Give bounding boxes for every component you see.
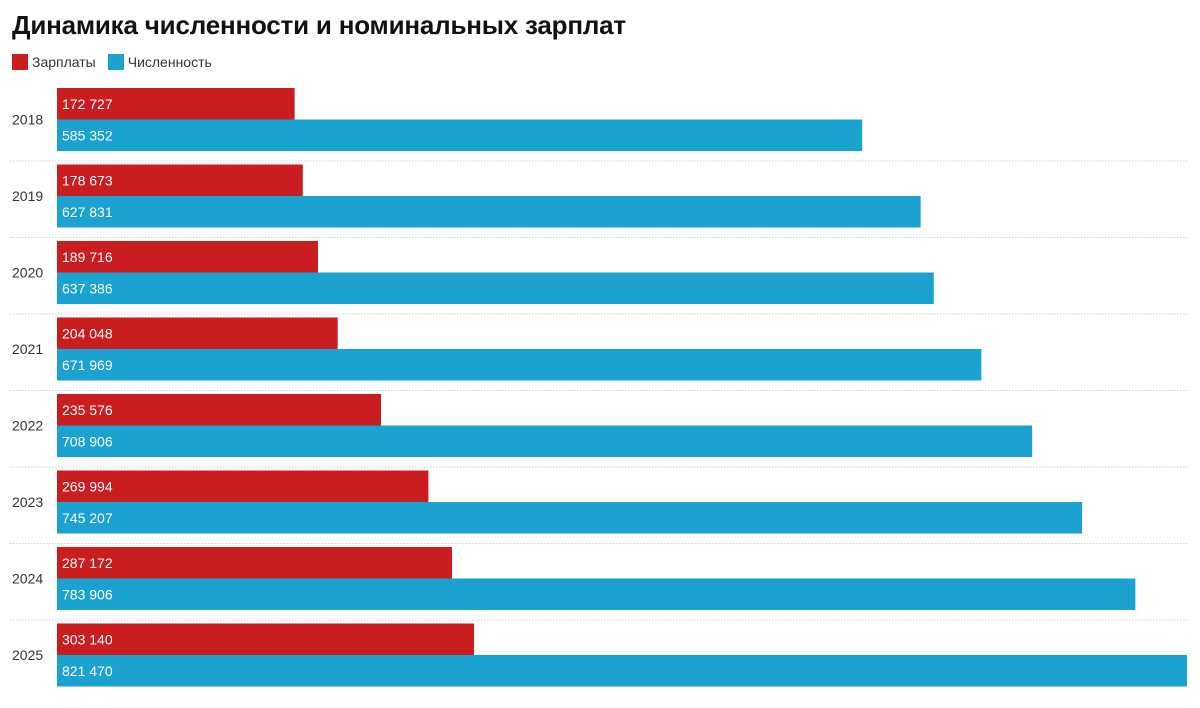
data-label: 821 470 [62,663,113,679]
data-label: 708 906 [62,433,113,449]
bar-salaries [57,164,303,196]
data-label: 235 576 [62,402,113,418]
data-label: 178 673 [62,172,113,188]
bar-salaries [57,241,318,273]
data-label: 172 727 [62,96,113,112]
legend-item-headcount: Численность [107,54,212,70]
bar-salaries [57,623,474,655]
category-label: 2021 [12,341,43,357]
category-label: 2024 [12,571,43,587]
category-label: 2022 [12,418,43,434]
data-label: 204 048 [62,325,113,341]
bar-salaries [57,88,295,120]
legend-swatch-headcount [107,54,124,70]
data-label: 627 831 [62,204,113,220]
bar-headcount [57,349,982,381]
category-label: 2025 [12,647,43,663]
bar-headcount [57,655,1187,687]
data-label: 671 969 [62,357,113,373]
bar-salaries [57,470,429,502]
bar-headcount [57,196,921,228]
category-label: 2019 [12,188,43,204]
data-label: 303 140 [62,631,113,647]
bar-salaries [57,394,382,426]
data-label: 745 207 [62,510,113,526]
bar-salaries [57,547,453,579]
bar-headcount [57,502,1083,534]
bar-salaries [57,317,338,349]
data-label: 269 994 [62,478,113,494]
data-label: 783 906 [62,586,113,602]
bar-headcount [57,578,1136,610]
legend-item-salaries: Зарплаты [12,54,96,70]
legend-label-salaries: Зарплаты [32,54,96,70]
bar-headcount [57,119,863,151]
legend: Зарплаты Численность [12,54,224,70]
bar-headcount [57,272,934,304]
legend-swatch-salaries [12,54,28,70]
category-label: 2020 [12,265,43,281]
data-label: 585 352 [62,127,113,143]
bar-headcount [57,425,1033,457]
data-label: 637 386 [62,280,113,296]
data-label: 189 716 [62,249,113,265]
category-label: 2018 [12,112,43,128]
data-label: 287 172 [62,555,113,571]
chart-title: Динамика численности и номинальных зарпл… [12,10,626,40]
legend-label-headcount: Численность [127,54,212,70]
category-label: 2023 [12,494,43,510]
